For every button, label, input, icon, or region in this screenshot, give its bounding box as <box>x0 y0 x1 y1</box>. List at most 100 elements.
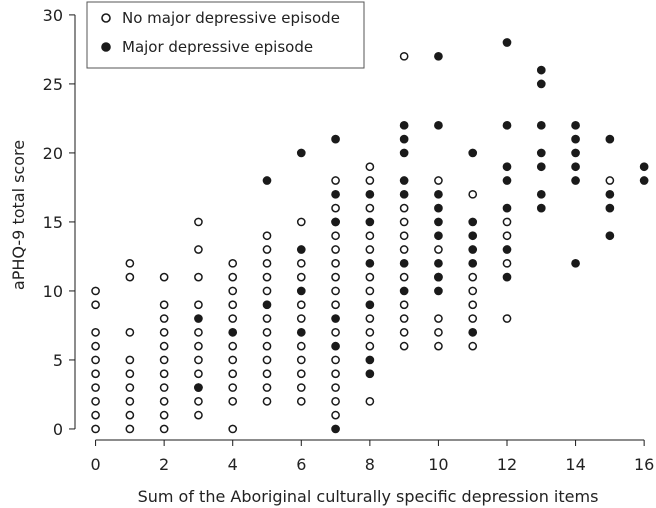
point-no-major-depressive <box>331 383 340 392</box>
point-no-major-depressive <box>468 341 478 351</box>
point-major-depressive <box>365 300 375 310</box>
point-major-depressive <box>365 189 375 199</box>
point-no-major-depressive <box>125 410 135 420</box>
point-no-major-depressive <box>194 217 203 227</box>
point-no-major-depressive <box>262 369 272 379</box>
point-no-major-depressive <box>125 355 135 365</box>
point-no-major-depressive <box>262 245 272 254</box>
point-no-major-depressive <box>228 300 238 310</box>
point-no-major-depressive <box>194 397 203 406</box>
point-major-depressive <box>571 258 580 268</box>
point-no-major-depressive <box>228 314 238 323</box>
point-no-major-depressive <box>434 245 443 254</box>
point-major-depressive <box>639 176 649 185</box>
y-tick-label: 30 <box>43 6 63 25</box>
point-major-depressive <box>296 245 306 254</box>
point-major-depressive <box>296 327 306 337</box>
x-tick-label: 2 <box>159 455 169 474</box>
point-no-major-depressive <box>262 231 272 241</box>
legend-label-mde: Major depressive episode <box>122 38 313 56</box>
point-no-major-depressive <box>331 203 340 213</box>
point-no-major-depressive <box>468 286 478 296</box>
legend: No major depressive episode Major depres… <box>86 1 365 69</box>
point-no-major-depressive <box>194 272 203 282</box>
point-no-major-depressive <box>331 369 340 379</box>
point-major-depressive <box>434 258 443 268</box>
point-no-major-depressive <box>91 341 100 351</box>
point-no-major-depressive <box>468 272 478 282</box>
point-major-depressive <box>502 245 512 254</box>
point-major-depressive <box>262 300 272 310</box>
x-tick-label: 16 <box>634 455 654 474</box>
point-no-major-depressive <box>228 397 238 406</box>
point-no-major-depressive <box>194 341 203 351</box>
point-no-major-depressive <box>159 383 169 392</box>
y-axis: 0 5 10 15 20 25 30 <box>43 6 76 439</box>
point-no-major-depressive <box>296 369 306 379</box>
point-no-major-depressive <box>159 397 169 406</box>
point-no-major-depressive <box>262 341 272 351</box>
point-no-major-depressive <box>296 383 306 392</box>
point-major-depressive <box>639 162 649 172</box>
point-no-major-depressive <box>605 176 615 185</box>
point-major-depressive <box>502 176 512 185</box>
point-no-major-depressive <box>194 369 203 379</box>
point-no-major-depressive <box>125 383 135 392</box>
point-no-major-depressive <box>331 300 340 310</box>
point-major-depressive <box>502 203 512 213</box>
point-major-depressive <box>399 134 409 144</box>
point-no-major-depressive <box>228 286 238 296</box>
point-no-major-depressive <box>159 327 169 337</box>
point-no-major-depressive <box>91 355 100 365</box>
point-major-depressive <box>194 383 203 392</box>
point-no-major-depressive <box>468 314 478 323</box>
point-no-major-depressive <box>365 203 375 213</box>
point-no-major-depressive <box>228 383 238 392</box>
point-no-major-depressive <box>262 383 272 392</box>
point-no-major-depressive <box>365 397 375 406</box>
point-no-major-depressive <box>262 397 272 406</box>
point-major-depressive <box>331 134 340 144</box>
legend-box <box>86 1 365 69</box>
point-no-major-depressive <box>91 300 100 310</box>
point-no-major-depressive <box>262 286 272 296</box>
point-major-depressive <box>434 217 443 227</box>
point-no-major-depressive <box>365 327 375 337</box>
point-no-major-depressive <box>365 245 375 254</box>
point-no-major-depressive <box>365 176 375 185</box>
point-major-depressive <box>502 120 512 130</box>
point-no-major-depressive <box>262 327 272 337</box>
point-no-major-depressive <box>502 258 512 268</box>
point-major-depressive <box>536 120 546 130</box>
point-major-depressive <box>434 272 443 282</box>
x-axis: 0 2 4 6 8 10 12 14 16 <box>90 439 654 474</box>
point-no-major-depressive <box>296 258 306 268</box>
point-no-major-depressive <box>399 245 409 254</box>
y-tick-label: 15 <box>43 213 63 232</box>
point-no-major-depressive <box>399 217 409 227</box>
x-tick-label: 6 <box>296 455 306 474</box>
x-tick-label: 4 <box>228 455 238 474</box>
point-no-major-depressive <box>434 176 443 185</box>
point-major-depressive <box>536 203 546 213</box>
point-no-major-depressive <box>296 397 306 406</box>
point-no-major-depressive <box>296 300 306 310</box>
point-no-major-depressive <box>502 314 512 323</box>
point-no-major-depressive <box>91 327 100 337</box>
point-no-major-depressive <box>399 203 409 213</box>
point-major-depressive <box>399 189 409 199</box>
point-major-depressive <box>331 189 340 199</box>
y-tick-label: 25 <box>43 75 63 94</box>
point-major-depressive <box>399 148 409 158</box>
point-no-major-depressive <box>399 272 409 282</box>
point-no-major-depressive <box>159 355 169 365</box>
point-major-depressive <box>399 258 409 268</box>
point-no-major-depressive <box>434 314 443 323</box>
point-no-major-depressive <box>125 327 135 337</box>
point-major-depressive <box>502 38 512 47</box>
point-major-depressive <box>468 258 478 268</box>
point-no-major-depressive <box>125 369 135 379</box>
point-no-major-depressive <box>365 341 375 351</box>
point-no-major-depressive <box>331 176 340 185</box>
point-no-major-depressive <box>331 245 340 254</box>
